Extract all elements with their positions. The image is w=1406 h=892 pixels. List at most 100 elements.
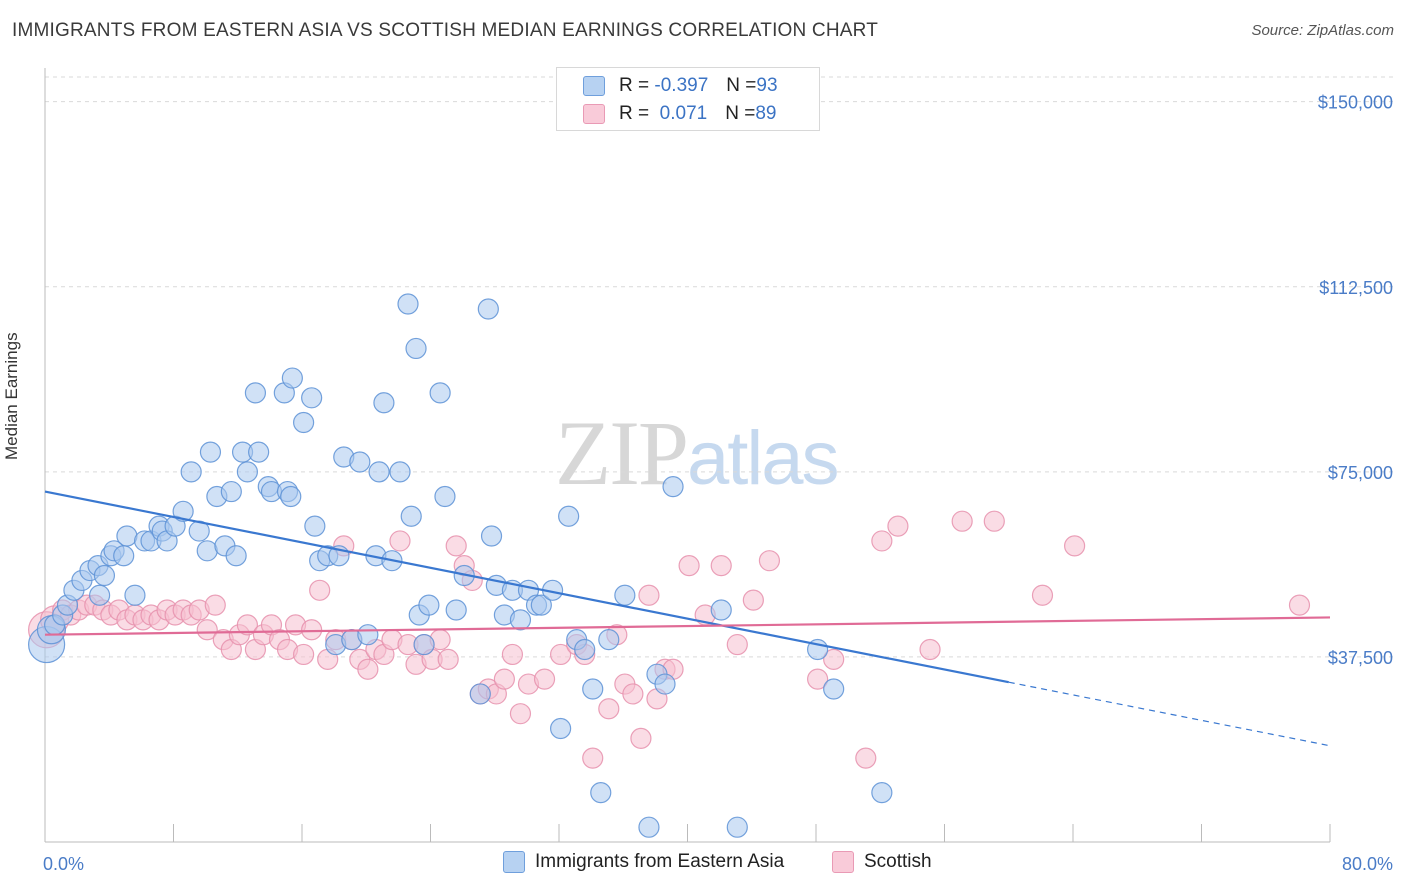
tick-labels: $37,500 $75,000 $112,500 $150,000 0.0% 80.0%	[43, 93, 1393, 874]
scottish-point	[357, 658, 379, 680]
y-tick-label: $37,500	[1328, 648, 1393, 668]
legend-r-value-blue: -0.397	[654, 75, 709, 96]
eastern-asia-point	[301, 387, 323, 409]
eastern-asia-point	[293, 411, 315, 434]
eastern-asia-point	[509, 609, 532, 631]
series-label-blue: Immigrants from Eastern Asia	[535, 851, 785, 872]
legend-r-label-blue: R =	[619, 75, 650, 96]
eastern-asia-point	[172, 500, 194, 522]
eastern-asia-trendline-extension	[1008, 681, 1331, 747]
scottish-point	[710, 555, 732, 577]
scottish-point	[630, 727, 652, 749]
eastern-asia-point	[434, 485, 456, 508]
eastern-asia-point	[397, 293, 419, 315]
eastern-asia-point	[180, 461, 202, 483]
eastern-asia-point	[349, 451, 371, 473]
eastern-asia-point	[654, 673, 676, 695]
scottish-point	[1031, 584, 1054, 606]
scottish-point	[622, 683, 644, 705]
scottish-point	[638, 584, 660, 606]
eastern-asia-point	[871, 782, 893, 804]
scottish-point	[301, 619, 323, 641]
y-tick-label: $112,500	[1319, 278, 1393, 298]
scottish-point	[196, 619, 218, 641]
eastern-asia-point	[116, 525, 138, 547]
eastern-asia-point	[280, 485, 302, 508]
scottish-point	[598, 698, 620, 720]
scottish-point	[871, 530, 893, 552]
eastern-asia-point	[199, 441, 222, 463]
eastern-asia-point	[89, 584, 111, 606]
eastern-asia-point	[638, 816, 660, 838]
scottish-point	[742, 589, 764, 611]
series-swatch-pink	[832, 851, 854, 873]
eastern-asia-point	[550, 717, 572, 740]
scottish-point	[582, 747, 604, 769]
eastern-asia-point	[113, 545, 135, 567]
eastern-asia-point	[368, 461, 390, 483]
eastern-asia-point	[558, 505, 580, 527]
scottish-trendline	[44, 616, 1331, 636]
eastern-asia-point	[93, 564, 116, 587]
eastern-asia-point	[614, 584, 636, 606]
eastern-asia-point	[389, 461, 411, 483]
series-swatch-blue	[503, 851, 525, 873]
eastern-asia-point	[304, 515, 326, 537]
scottish-point	[855, 747, 877, 769]
eastern-asia-point	[582, 678, 604, 700]
scottish-point	[919, 638, 941, 661]
eastern-asia-point	[281, 367, 303, 389]
scottish-point	[887, 515, 909, 537]
legend-swatch-pink	[583, 104, 605, 124]
eastern-asia-point	[598, 629, 620, 651]
legend-row-pink: R = 0.071 N = 89	[583, 102, 776, 126]
eastern-asia-point	[357, 624, 379, 646]
eastern-asia-point	[413, 633, 435, 656]
scottish-point	[951, 510, 973, 532]
legend-r-value-pink: 0.071	[654, 103, 708, 124]
eastern-asia-point	[590, 782, 612, 804]
scottish-point	[823, 648, 845, 670]
scottish-point	[533, 668, 556, 690]
eastern-asia-point	[574, 638, 596, 661]
eastern-asia-point	[244, 382, 267, 404]
eastern-asia-point	[530, 594, 552, 616]
x-tick-label-min: 0.0%	[43, 854, 84, 874]
eastern-asia-point	[726, 816, 748, 838]
series-label-pink: Scottish	[864, 851, 932, 872]
eastern-asia-point	[405, 337, 427, 360]
eastern-asia-points	[28, 293, 893, 838]
scottish-point	[236, 614, 258, 636]
x-tick-label-max: 80.0%	[1342, 854, 1393, 874]
eastern-asia-trendline	[44, 490, 1009, 684]
eastern-asia-point	[248, 441, 270, 463]
scottish-point	[293, 643, 315, 666]
scottish-point	[493, 668, 515, 690]
eastern-asia-point	[477, 298, 499, 320]
eastern-asia-point	[196, 540, 218, 562]
eastern-asia-point	[400, 505, 422, 527]
scottish-point	[437, 648, 459, 670]
legend-n-label-blue: N =	[726, 75, 757, 96]
eastern-asia-point	[418, 594, 440, 616]
scottish-point	[726, 633, 748, 656]
scottish-point	[501, 643, 524, 666]
eastern-asia-point	[445, 599, 467, 621]
scottish-point	[1288, 594, 1311, 616]
series-legend-blue: Immigrants from Eastern Asia	[503, 851, 784, 873]
y-tick-label: $75,000	[1328, 463, 1393, 483]
series-legend: Immigrants from Eastern Asia Scottish	[0, 851, 1406, 877]
eastern-asia-point	[710, 599, 732, 621]
source-label: Source: ZipAtlas.com	[1251, 22, 1394, 39]
legend-n-label-pink: N =	[725, 103, 756, 124]
eastern-asia-point	[480, 525, 503, 547]
eastern-asia-point	[236, 461, 258, 483]
eastern-asia-point	[662, 476, 684, 498]
axes	[44, 68, 1331, 843]
scottish-point	[309, 579, 331, 601]
series-legend-pink: Scottish	[832, 851, 932, 873]
scottish-point	[807, 668, 829, 690]
eastern-asia-point	[373, 392, 395, 414]
eastern-asia-point	[429, 382, 451, 404]
scottish-point	[678, 555, 700, 577]
